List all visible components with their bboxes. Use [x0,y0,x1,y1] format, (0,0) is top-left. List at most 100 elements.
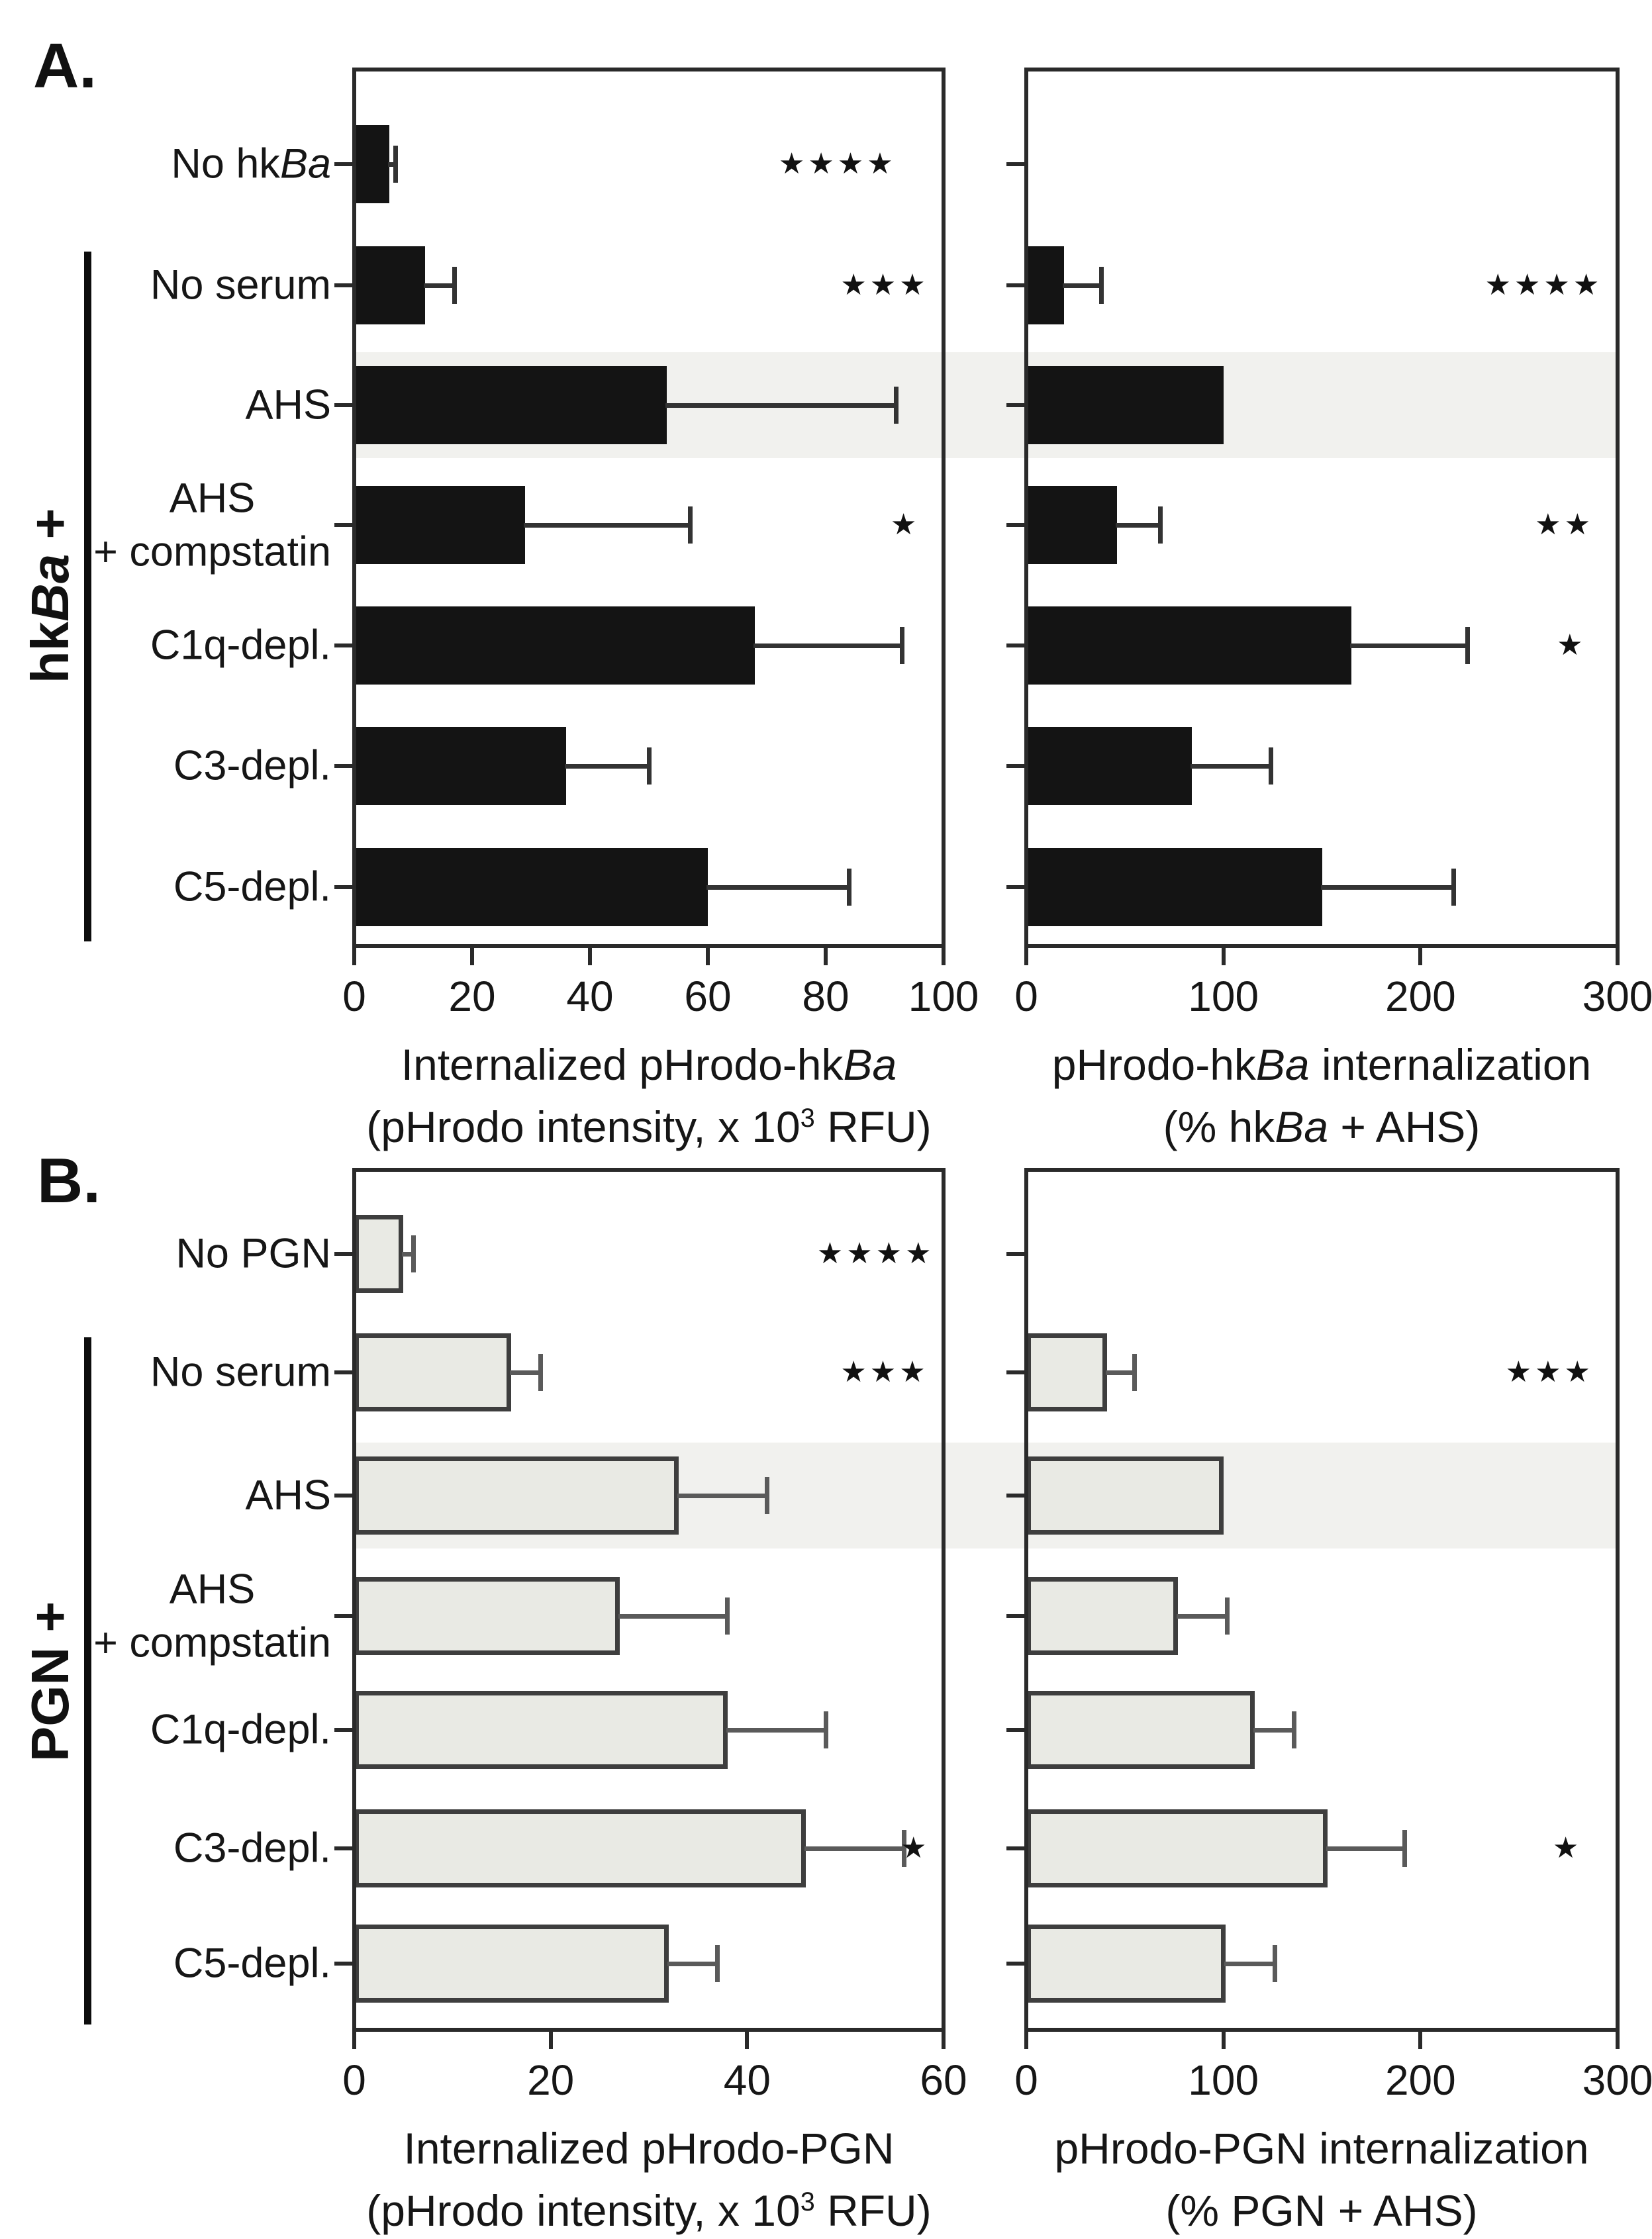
error-bar-A-left-row3 [524,522,691,528]
error-cap-B-right-row5 [1402,1830,1408,1867]
error-cap-A-left-row0 [393,146,398,183]
x-axis-label2-A-left: (pHrodo intensity, x 103 RFU) [366,1102,932,1151]
x-axis-tick-A-left-100 [942,948,946,965]
y-axis-tick-A-left-row4 [334,643,354,647]
error-cap-B-left-row1 [538,1354,544,1391]
bar-A-right-row4 [1026,606,1351,685]
category-label-B-left-row3: AHS + compstatin [93,1566,331,1666]
x-axis-tick-A-left-20 [470,948,474,965]
error-bar-A-left-row0 [388,162,396,167]
y-axis-tick-B-right-row3 [1006,1614,1026,1618]
y-axis-tick-B-left-row0 [334,1252,354,1256]
x-axis-tick-B-left-0 [352,2032,356,2049]
error-bar-A-left-row5 [565,763,649,769]
bar-A-right-row2 [1026,366,1224,444]
error-cap-A-left-row6 [847,869,852,906]
y-axis-tick-A-left-row5 [334,764,354,768]
x-tick-label-A-right-300: 300 [1582,973,1652,1020]
x-axis-tick-A-right-100 [1221,948,1226,965]
y-axis-tick-A-right-row5 [1006,764,1026,768]
y-axis-tick-A-left-row3 [334,523,354,527]
category-label-A-left-row6: C5-depl. [173,863,331,910]
bar-B-left-row4 [354,1691,728,1769]
category-label-A-left-row4: C1q-depl. [150,622,331,669]
sig-stars-B-right-row1: ★★★ [1505,1356,1594,1388]
y-axis-tick-B-right-row2 [1006,1494,1026,1498]
bar-B-left-row1 [354,1333,511,1411]
error-bar-A-left-row4 [753,643,902,648]
panel-a-group-bracket [84,252,91,941]
error-bar-A-right-row3 [1115,522,1161,528]
category-label-A-left-row5: C3-depl. [173,742,331,789]
x-axis-tick-B-left-20 [548,2032,553,2049]
error-bar-A-left-row6 [706,884,850,890]
error-cap-A-right-row1 [1098,267,1104,304]
y-axis-tick-A-right-row4 [1006,643,1026,647]
y-axis-tick-A-left-row6 [334,885,354,889]
x-tick-label-B-left-20: 20 [527,2056,575,2104]
y-axis-tick-A-right-row1 [1006,283,1026,287]
y-axis-tick-B-right-row5 [1006,1846,1026,1850]
error-bar-B-right-row4 [1253,1727,1294,1733]
bar-A-left-row0 [354,125,389,203]
error-bar-B-right-row3 [1177,1613,1228,1619]
bar-A-right-row5 [1026,727,1192,805]
sig-stars-A-right-row1: ★★★★ [1484,269,1603,301]
error-cap-A-left-row4 [900,627,905,664]
x-tick-label-B-right-200: 200 [1385,2056,1456,2104]
bar-B-left-row6 [354,1925,669,2003]
y-axis-tick-A-left-row1 [334,283,354,287]
x-axis-label1-A-right: pHrodo-hkBa internalization [1051,1040,1592,1089]
y-axis-tick-B-left-row3 [334,1614,354,1618]
error-bar-B-left-row0 [402,1251,413,1257]
bar-B-right-row6 [1026,1925,1226,2003]
error-bar-A-right-row1 [1062,283,1102,288]
y-axis-tick-A-right-row2 [1006,403,1026,407]
sig-stars-B-left-row0: ★★★★ [816,1237,935,1270]
category-label-B-left-row4: C1q-depl. [150,1706,331,1753]
bar-B-right-row5 [1026,1809,1328,1887]
error-cap-B-right-row1 [1132,1354,1138,1391]
plot-box-A-right [1024,68,1620,948]
sig-stars-A-left-row1: ★★★ [840,269,929,301]
x-axis-tick-A-left-80 [824,948,828,965]
x-axis-label2-B-left: (pHrodo intensity, x 103 RFU) [366,2186,932,2235]
y-axis-tick-B-left-row1 [334,1370,354,1374]
x-axis-label2-A-right: (% hkBa + AHS) [1163,1102,1481,1151]
category-label-B-left-row2: AHS [245,1472,331,1519]
x-tick-label-B-right-0: 0 [1014,2056,1038,2104]
y-axis-tick-A-left-row0 [334,162,354,166]
bar-B-left-row5 [354,1809,806,1887]
category-label-B-left-row0: No PGN [175,1230,331,1277]
bar-B-left-row3 [354,1577,620,1655]
error-cap-B-left-row4 [823,1711,828,1748]
error-bar-A-left-row2 [665,403,897,408]
plot-box-A-left [352,68,946,948]
x-tick-label-A-right-100: 100 [1188,973,1259,1020]
x-tick-label-B-left-60: 60 [920,2056,967,2104]
y-axis-tick-B-right-row1 [1006,1370,1026,1374]
error-cap-B-right-row6 [1272,1945,1277,1982]
error-cap-B-left-row3 [725,1597,730,1635]
error-cap-A-right-row5 [1268,747,1273,785]
error-cap-A-left-row1 [452,267,457,304]
sig-stars-A-right-row4: ★ [1557,629,1586,661]
error-cap-B-left-row2 [764,1477,769,1514]
y-axis-tick-B-right-row0 [1006,1252,1026,1256]
category-label-A-left-row0: No hkBa [171,140,331,187]
x-tick-label-A-right-200: 200 [1385,973,1456,1020]
error-bar-A-left-row1 [423,283,455,288]
x-axis-tick-A-left-40 [588,948,592,965]
error-cap-B-right-row4 [1292,1711,1297,1748]
x-axis-tick-B-left-40 [745,2032,750,2049]
y-axis-tick-A-right-row6 [1006,885,1026,889]
category-label-A-left-row3: AHS + compstatin [93,475,331,575]
plot-box-B-left [352,1168,946,2032]
error-cap-B-left-row6 [715,1945,720,1982]
x-tick-label-A-left-0: 0 [342,973,366,1020]
error-cap-A-left-row2 [894,387,899,424]
bar-A-right-row6 [1026,848,1322,926]
bar-A-left-row2 [354,366,667,444]
panel-b-letter: B. [37,1145,101,1216]
